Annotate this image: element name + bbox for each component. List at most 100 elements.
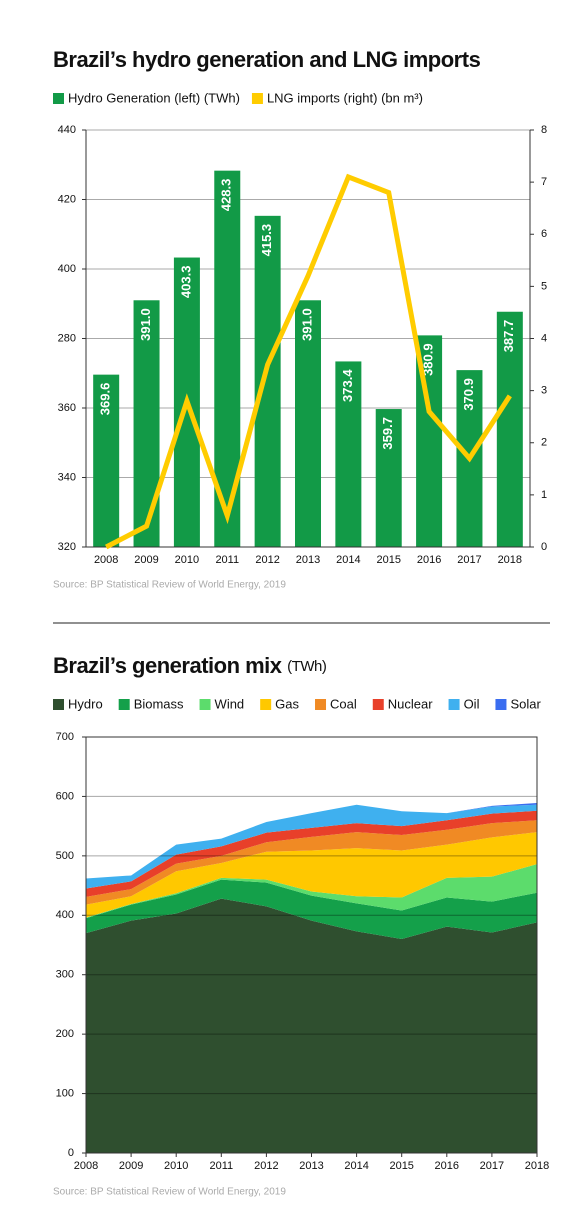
area xyxy=(86,832,537,918)
area xyxy=(86,864,537,919)
legend-label: Nuclear xyxy=(388,696,433,711)
legend-swatch xyxy=(448,699,460,710)
legend-label: Hydro Generation (left) (TWh) xyxy=(68,90,240,105)
y-tick-label: 400 xyxy=(58,263,76,275)
y-tick-label: 320 xyxy=(58,541,76,553)
line xyxy=(105,173,512,550)
source-note: Source: BP Statistical Review of World E… xyxy=(53,580,286,591)
y2-tick-label: 0 xyxy=(541,541,547,553)
y2-tick-label: 4 xyxy=(541,332,547,344)
bar-value-label: 403.3 xyxy=(178,266,193,299)
x-tick-label: 2013 xyxy=(299,1160,323,1172)
x-tick-label: 2010 xyxy=(164,1160,188,1172)
bar-value-label: 387.7 xyxy=(501,320,516,353)
chart-title: Brazil’s generation mix (TWh) xyxy=(53,653,327,678)
x-tick-label: 2015 xyxy=(389,1160,413,1172)
area xyxy=(86,804,537,889)
x-tick-label: 2014 xyxy=(336,554,360,566)
y-tick-label: 700 xyxy=(56,731,74,743)
bar xyxy=(295,300,321,547)
bar-value-label: 370.9 xyxy=(461,378,476,411)
x-tick-label: 2009 xyxy=(134,554,158,566)
title-unit: (TWh) xyxy=(287,658,327,675)
x-tick-label: 2018 xyxy=(498,554,522,566)
area xyxy=(86,820,537,905)
chart-title: Brazil’s hydro generation and LNG import… xyxy=(53,47,481,72)
legend-swatch xyxy=(372,699,384,710)
x-tick-label: 2010 xyxy=(175,554,199,566)
x-tick-label: 2012 xyxy=(254,1160,278,1172)
y-tick-label: 500 xyxy=(56,850,74,862)
bar-value-label: 391.0 xyxy=(138,308,153,341)
y2-tick-label: 2 xyxy=(541,437,547,449)
y2-tick-label: 7 xyxy=(541,176,547,188)
y-tick-label: 200 xyxy=(56,1028,74,1040)
plot-frame xyxy=(85,736,538,1154)
legend-swatch xyxy=(199,699,211,710)
legend-label: Oil xyxy=(464,696,480,711)
bar-value-label: 391.0 xyxy=(299,308,314,341)
bar xyxy=(375,409,402,547)
y2-tick-label: 8 xyxy=(541,124,547,136)
y2-tick-label: 1 xyxy=(541,489,547,501)
x-tick-label: 2018 xyxy=(525,1160,549,1172)
legend-label: Biomass xyxy=(134,696,184,711)
y-tick-label: 600 xyxy=(56,790,74,802)
legend-label: Coal xyxy=(330,696,357,711)
x-tick-label: 2013 xyxy=(296,554,320,566)
title-text: Brazil’s generation mix xyxy=(53,653,283,678)
x-tick-label: 2011 xyxy=(215,554,239,566)
y2-tick-label: 3 xyxy=(541,385,547,397)
legend-swatch xyxy=(118,699,130,710)
y-tick-label: 280 xyxy=(58,332,76,344)
bar xyxy=(335,361,362,547)
y-tick-label: 420 xyxy=(58,193,76,205)
x-tick-label: 2009 xyxy=(119,1160,143,1172)
legend-label: Hydro xyxy=(68,696,103,711)
bar xyxy=(496,311,523,547)
x-tick-label: 2012 xyxy=(255,554,279,566)
bar-value-label: 428.3 xyxy=(219,179,234,212)
x-tick-label: 2016 xyxy=(435,1160,459,1172)
bar-value-label: 369.6 xyxy=(98,383,113,416)
legend-swatch xyxy=(53,699,64,710)
x-tick-label: 2008 xyxy=(74,1160,98,1172)
y-tick-label: 360 xyxy=(58,402,76,414)
legend-label: Wind xyxy=(215,696,245,711)
x-tick-label: 2008 xyxy=(94,554,118,566)
x-tick-label: 2016 xyxy=(417,554,441,566)
area xyxy=(86,879,537,940)
bar xyxy=(93,374,120,547)
legend-swatch xyxy=(251,93,263,104)
y-tick-label: 400 xyxy=(56,909,74,921)
legend-label: LNG imports (right) (bn m³) xyxy=(267,90,423,105)
y-tick-label: 340 xyxy=(58,471,76,483)
y2-tick-label: 6 xyxy=(541,228,547,240)
bar-value-label: 415.3 xyxy=(259,224,274,257)
bar xyxy=(254,215,281,547)
legend-swatch xyxy=(495,699,507,710)
y-tick-label: 300 xyxy=(56,969,74,981)
bar-value-label: 380.9 xyxy=(421,343,436,376)
y-tick-label: 100 xyxy=(56,1087,74,1099)
x-tick-label: 2011 xyxy=(209,1160,233,1172)
area xyxy=(86,898,537,1153)
legend-swatch xyxy=(315,699,327,710)
y-tick-label: 440 xyxy=(58,124,76,136)
bar-value-label: 359.7 xyxy=(380,417,395,450)
x-tick-label: 2017 xyxy=(480,1160,504,1172)
y-tick-label: 0 xyxy=(68,1147,74,1159)
x-tick-label: 2017 xyxy=(457,554,481,566)
x-tick-label: 2014 xyxy=(344,1160,368,1172)
legend-label: Solar xyxy=(510,696,541,711)
x-tick-label: 2015 xyxy=(376,554,400,566)
source-note: Source: BP Statistical Review of World E… xyxy=(53,1187,286,1198)
legend-swatch xyxy=(53,93,64,104)
bar-value-label: 373.4 xyxy=(340,369,355,402)
legend-swatch xyxy=(260,699,272,710)
y2-tick-label: 5 xyxy=(541,280,547,292)
area xyxy=(86,810,537,897)
legend-label: Gas xyxy=(275,696,299,711)
